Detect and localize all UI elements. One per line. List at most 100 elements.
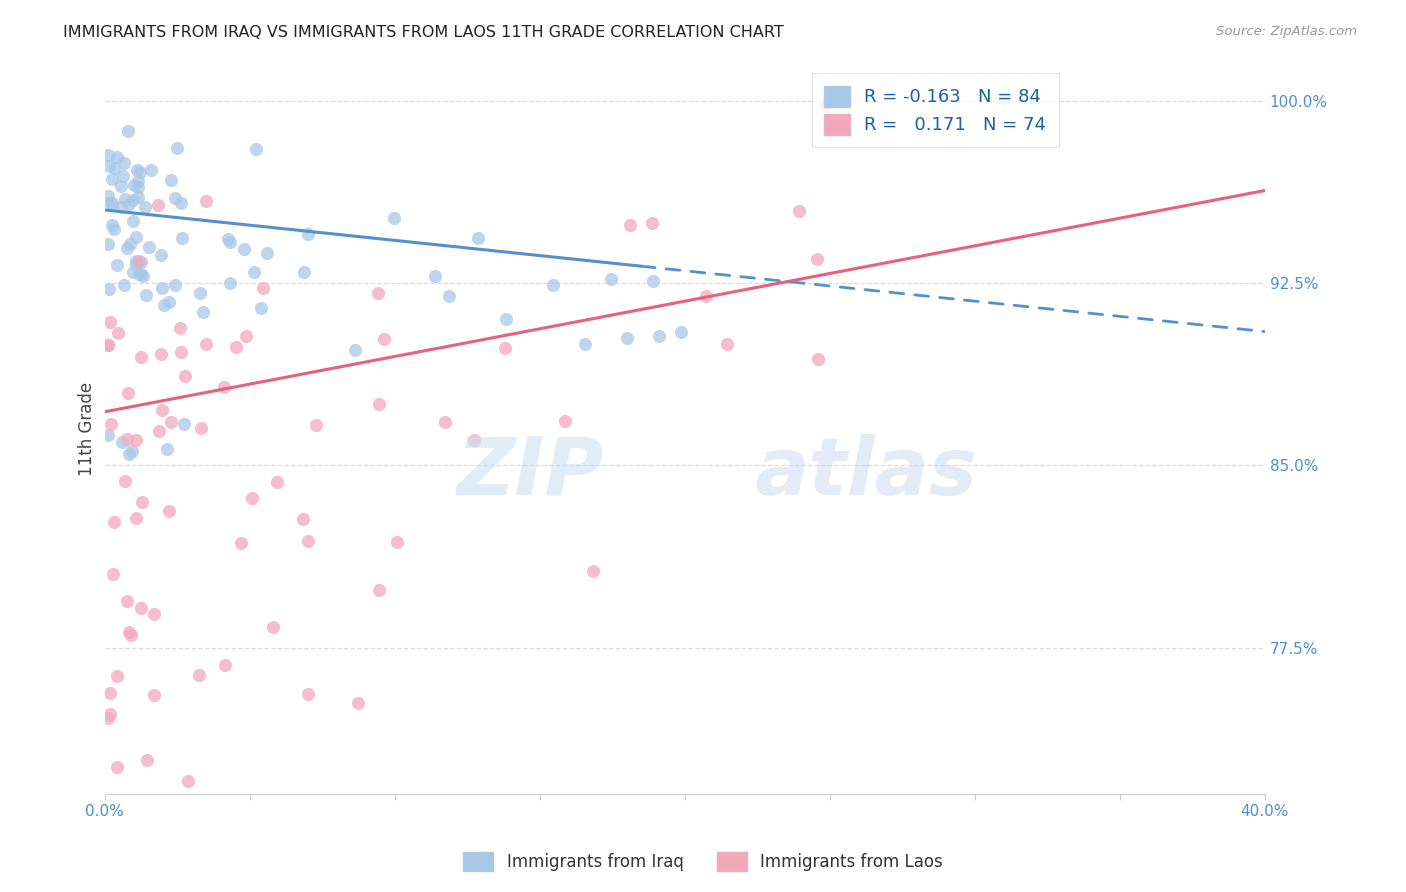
Point [122,264,145,278]
Point [149,347,172,361]
Point [117,241,139,255]
Point [214,657,236,672]
Point [177,774,200,789]
Point [118,447,141,461]
Point [343,343,366,357]
Point [131,494,153,508]
Point [165,278,187,293]
Point [105,150,128,164]
Point [114,192,136,206]
Y-axis label: 11th Grade: 11th Grade [79,382,96,476]
Point [117,124,139,138]
Point [250,301,273,315]
Point [212,380,235,394]
Point [110,178,132,193]
Point [437,288,460,302]
Point [128,254,150,268]
Point [787,204,810,219]
Point [125,229,148,244]
Text: IMMIGRANTS FROM IRAQ VS IMMIGRANTS FROM LAOS 11TH GRADE CORRELATION CHART: IMMIGRANTS FROM IRAQ VS IMMIGRANTS FROM … [63,25,785,40]
Point [118,197,141,211]
Point [131,601,153,615]
Point [368,396,391,410]
Point [149,248,172,262]
Point [129,255,152,269]
Point [125,162,148,177]
Point [97,427,120,442]
Point [166,141,188,155]
Point [135,753,157,767]
Point [156,442,179,456]
Point [716,337,738,351]
Point [467,231,489,245]
Point [292,511,315,525]
Text: ZIP: ZIP [456,434,603,512]
Point [463,433,485,447]
Point [219,276,242,290]
Point [191,305,214,319]
Point [218,235,240,250]
Point [616,331,638,345]
Point [619,219,641,233]
Point [806,252,828,266]
Point [150,281,173,295]
Point [373,332,395,346]
Point [121,214,143,228]
Point [121,193,143,207]
Point [96,338,118,352]
Point [648,329,671,343]
Point [993,91,1015,105]
Point [110,200,132,214]
Point [641,274,664,288]
Point [98,315,121,329]
Point [194,336,217,351]
Point [112,278,135,293]
Point [695,288,717,302]
Point [111,434,134,449]
Point [600,272,623,286]
Point [129,351,152,365]
Point [170,195,193,210]
Point [367,582,389,597]
Point [134,200,156,214]
Point [157,295,180,310]
Point [814,98,837,112]
Point [671,326,693,340]
Point [174,368,197,383]
Point [118,625,141,640]
Point [96,337,118,351]
Point [366,286,388,301]
Point [96,711,118,725]
Point [128,165,150,179]
Point [117,433,139,447]
Point [385,534,408,549]
Point [101,218,124,232]
Point [105,760,128,774]
Point [641,216,664,230]
Point [148,425,170,439]
Point [107,326,129,341]
Point [129,267,152,281]
Point [153,298,176,312]
Point [157,504,180,518]
Point [118,236,141,251]
Point [101,171,124,186]
Legend: Immigrants from Iraq, Immigrants from Laos: Immigrants from Iraq, Immigrants from La… [456,843,950,880]
Point [105,258,128,272]
Point [101,195,124,210]
Text: Source: ZipAtlas.com: Source: ZipAtlas.com [1216,25,1357,38]
Point [121,444,143,458]
Point [152,403,174,417]
Point [297,227,319,241]
Point [104,161,127,175]
Point [125,254,148,268]
Point [188,285,211,300]
Point [146,198,169,212]
Point [256,246,278,260]
Point [574,336,596,351]
Point [434,415,457,429]
Point [190,421,212,435]
Point [217,232,239,246]
Point [96,189,118,203]
Point [97,282,120,296]
